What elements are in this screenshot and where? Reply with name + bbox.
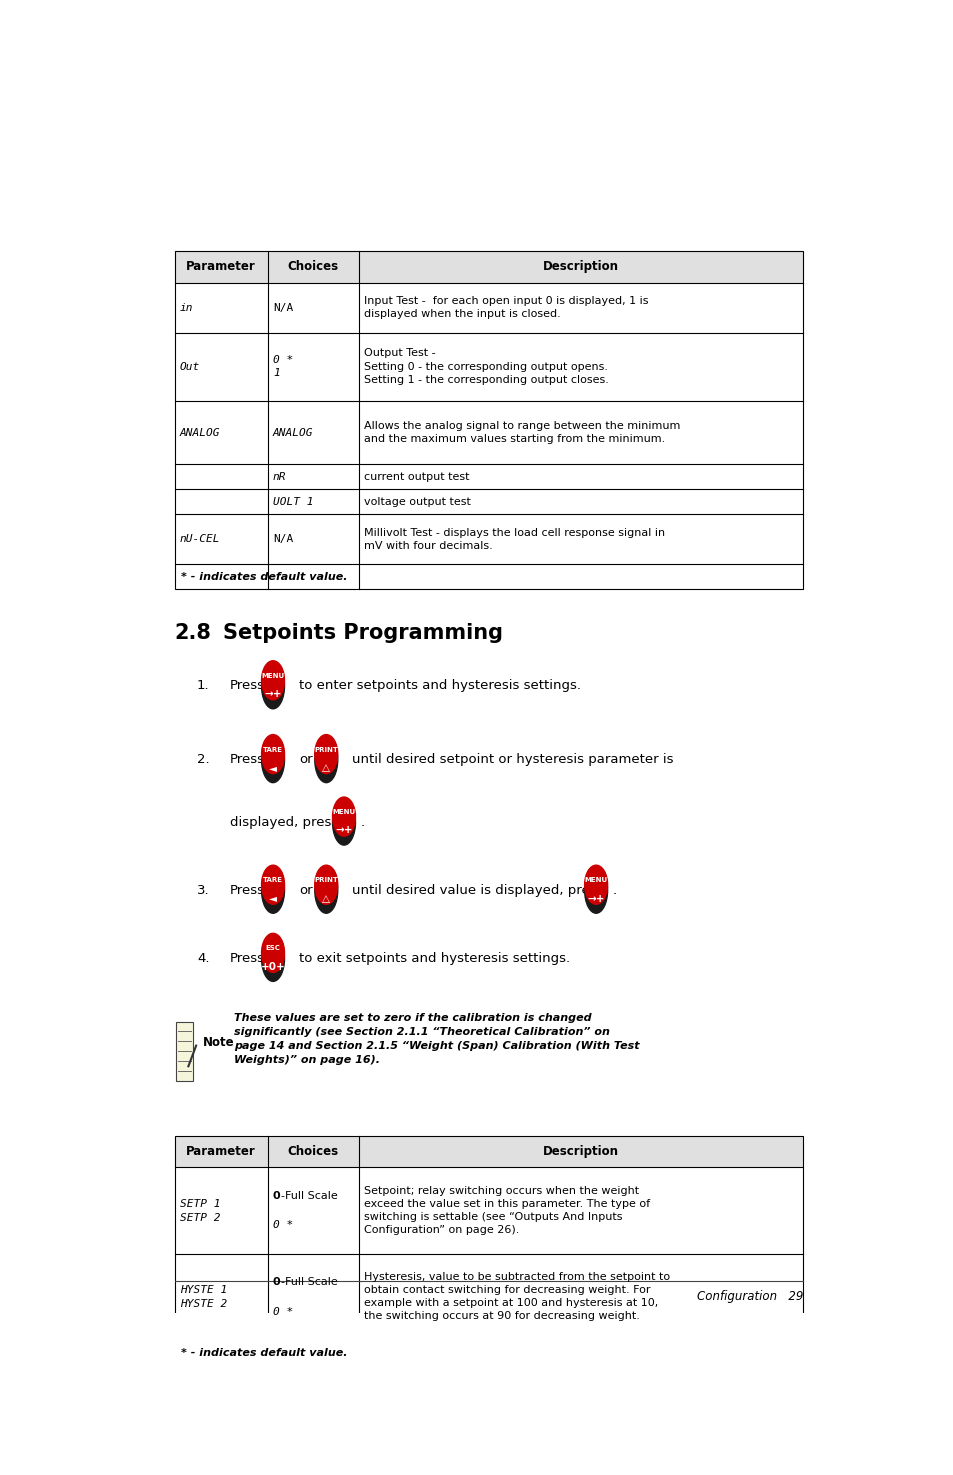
Text: Note: Note [203,1035,234,1049]
Text: 2.8: 2.8 [174,624,212,643]
Text: current output test: current output test [364,472,469,482]
Ellipse shape [261,661,284,699]
Ellipse shape [261,934,284,972]
Text: ANALOG: ANALOG [180,428,220,438]
Text: -Full Scale: -Full Scale [281,1190,337,1201]
Text: +0+: +0+ [260,962,285,972]
Text: These values are set to zero if the calibration is changed
significantly (see Se: These values are set to zero if the cali… [233,1013,639,1065]
Text: 4.: 4. [196,951,209,965]
Text: 0: 0 [273,1277,280,1288]
Text: Parameter: Parameter [186,260,255,273]
Ellipse shape [314,735,337,774]
Ellipse shape [584,866,607,904]
Text: PRINT: PRINT [314,878,338,884]
Ellipse shape [261,735,284,774]
Ellipse shape [261,662,284,709]
Bar [174,1136,802,1167]
Text: Press: Press [230,951,265,965]
Text: Press: Press [230,884,265,897]
Text: Press: Press [230,754,265,766]
Text: N/A: N/A [273,302,293,313]
Text: SETP 1
SETP 2: SETP 1 SETP 2 [180,1199,220,1223]
Ellipse shape [261,935,284,981]
Text: ◄: ◄ [269,894,276,904]
Text: 2.: 2. [196,754,210,766]
Text: →+: →+ [587,894,604,904]
Text: Press: Press [230,680,265,692]
Text: Choices: Choices [288,1145,338,1158]
Text: Allows the analog signal to range between the minimum
and the maximum values sta: Allows the analog signal to range betwee… [364,420,679,444]
Text: Choices: Choices [288,260,338,273]
Text: until desired value is displayed, press: until desired value is displayed, press [352,884,603,897]
Text: TARE: TARE [263,746,283,752]
Text: Output Test -
Setting 0 - the corresponding output opens.
Setting 1 - the corres: Output Test - Setting 0 - the correspond… [364,348,608,385]
Bar [176,1022,193,1081]
Ellipse shape [261,866,284,904]
Text: Input Test -  for each open input 0 is displayed, 1 is
displayed when the input : Input Test - for each open input 0 is di… [364,296,648,319]
Ellipse shape [261,736,284,783]
Text: Setpoints Programming: Setpoints Programming [222,624,502,643]
Text: Hysteresis, value to be subtracted from the setpoint to
obtain contact switching: Hysteresis, value to be subtracted from … [364,1273,669,1322]
Text: MENU: MENU [332,808,355,816]
Text: △: △ [322,763,330,773]
Text: Configuration   29: Configuration 29 [696,1291,802,1302]
Text: UOLT 1: UOLT 1 [273,497,313,507]
Text: nR: nR [273,472,286,482]
Text: HYSTE 1
HYSTE 2: HYSTE 1 HYSTE 2 [180,1285,227,1308]
Text: MENU: MENU [584,878,607,884]
Text: .: . [612,884,616,897]
Text: 3.: 3. [196,884,210,897]
Text: to exit setpoints and hysteresis settings.: to exit setpoints and hysteresis setting… [298,951,570,965]
Text: Description: Description [542,260,618,273]
Text: N/A: N/A [273,534,293,544]
Text: * - indicates default value.: * - indicates default value. [180,572,347,581]
Text: or: or [298,884,313,897]
Text: 0: 0 [273,1190,280,1201]
Ellipse shape [333,796,355,836]
Ellipse shape [333,799,355,845]
Text: →+: →+ [264,689,281,699]
Text: ANALOG: ANALOG [273,428,313,438]
Text: 0 *: 0 * [273,1220,293,1230]
Text: or: or [298,754,313,766]
Text: in: in [180,302,193,313]
Text: TARE: TARE [263,878,283,884]
Text: to enter setpoints and hysteresis settings.: to enter setpoints and hysteresis settin… [298,680,580,692]
Bar [174,251,802,283]
Text: nU-CEL: nU-CEL [180,534,220,544]
Text: △: △ [322,894,330,904]
Text: 0 *: 0 * [273,1307,293,1317]
Ellipse shape [261,867,284,913]
Text: 0 *
1: 0 * 1 [273,355,293,378]
Text: Millivolt Test - displays the load cell response signal in
mV with four decimals: Millivolt Test - displays the load cell … [364,528,664,550]
Text: →+: →+ [335,826,353,835]
Text: voltage output test: voltage output test [364,497,471,507]
Ellipse shape [584,867,607,913]
Ellipse shape [314,736,337,783]
Ellipse shape [314,866,337,904]
Text: -Full Scale: -Full Scale [281,1277,337,1288]
Text: Description: Description [542,1145,618,1158]
Text: until desired setpoint or hysteresis parameter is: until desired setpoint or hysteresis par… [352,754,673,766]
Text: MENU: MENU [261,673,284,678]
Ellipse shape [314,867,337,913]
Text: 1.: 1. [196,680,210,692]
Text: Setpoint; relay switching occurs when the weight
exceed the value set in this pa: Setpoint; relay switching occurs when th… [364,1186,649,1235]
Text: Out: Out [180,361,200,372]
Text: PRINT: PRINT [314,746,338,752]
Text: .: . [360,816,364,829]
Text: Parameter: Parameter [186,1145,255,1158]
Text: ESC: ESC [265,945,280,951]
Bar [174,1136,802,1364]
Text: * - indicates default value.: * - indicates default value. [180,1348,347,1357]
Text: ◄: ◄ [269,763,276,773]
Text: displayed, press: displayed, press [230,816,338,829]
Bar [174,251,802,590]
